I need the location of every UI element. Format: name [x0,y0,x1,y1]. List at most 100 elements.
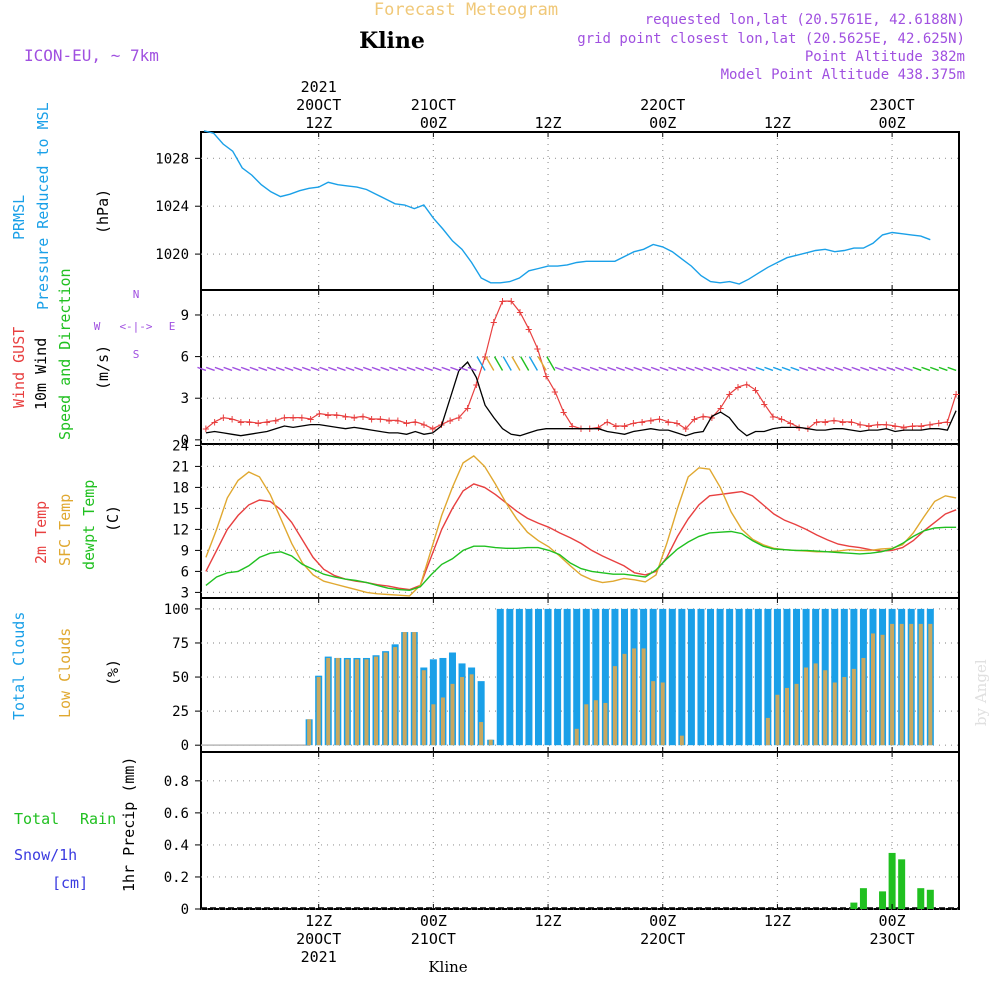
total-cloud-bar [793,608,801,746]
wind-gust-label: Wind GUST [10,327,28,408]
grid-point-coords: grid point closest lon,lat (20.5625E, 42… [577,31,965,47]
total-cloud-bar [668,608,676,746]
wind-direction-arrow [816,366,826,372]
temp-2m-label: 2m Temp [32,501,50,564]
low-cloud-bar [880,634,885,746]
time-label-top: 23OCT [870,96,915,114]
wind-direction-arrow [223,366,233,372]
wind-direction-arrow [851,366,861,372]
total-cloud-bar [515,608,523,746]
ytick-label-temp: 18 [172,480,189,496]
wind-direction-arrow [764,366,774,372]
model-altitude: Model Point Altitude 438.375m [721,67,965,83]
wind-10m-label: 10m Wind [32,338,50,410]
low-cloud-bar [899,623,904,746]
gust-point: + [761,397,768,411]
wind-direction-arrow [799,366,809,372]
low-cloud-bar [450,683,455,746]
wind-direction-arrow [502,356,512,371]
low-cloud-bar [823,670,828,746]
total-cloud-bar [544,608,552,746]
wind-direction-arrow [650,366,660,372]
gust-point: + [865,419,872,433]
wind-direction-arrow [720,366,730,372]
model-label: ICON-EU, ~ 7km [24,46,159,65]
ytick-label-clouds: 100 [164,602,189,618]
wind-direction-arrow [694,366,704,372]
gust-point: + [490,315,497,329]
footer-location: Kline [428,958,467,976]
low-cloud-bar [775,694,780,746]
temp-dewpt-line [205,526,957,592]
wind-direction-arrow [240,366,250,372]
wind-direction-arrow [834,366,843,372]
gust-point: + [298,411,305,425]
gust-point: + [734,380,741,394]
low-cloud-bar [612,666,617,746]
gust-point: + [638,415,645,429]
gust-point: + [412,415,419,429]
time-label-bottom: 2021 [301,948,337,966]
ytick-label-temp: 15 [172,501,189,517]
wind-direction-arrow [842,366,852,372]
low-cloud-bar [402,632,407,746]
low-cloud-bar [593,700,598,746]
wind-direction-arrow [807,366,817,372]
total-cloud-bar [754,608,762,746]
total-cloud-bar [592,608,600,746]
wind-direction-arrow [929,366,939,372]
gust-point: + [857,418,864,432]
low-cloud-bar [574,728,579,746]
wind-direction-arrow [485,356,495,371]
gust-point: + [839,415,846,429]
wind-direction-arrow [354,366,364,372]
wind-direction-arrow [781,366,791,372]
wind-direction-arrow [642,366,652,372]
total-cloud-bar [534,608,542,746]
wind-direction-arrow [336,366,346,372]
gust-point: + [211,415,218,429]
precip-bar [898,859,906,909]
time-label-top: 2021 [301,78,337,96]
low-cloud-bar [584,704,589,746]
ytick-label-precip: 0.8 [164,774,189,790]
time-label-bottom: 23OCT [870,930,915,948]
requested-coords: requested lon,lat (20.5761E, 42.6188N) [645,12,965,28]
total-cloud-bar [678,608,686,746]
gust-point: + [569,419,576,433]
ytick-label-clouds: 0 [181,738,189,754]
wind-unit: (m/s) [94,345,112,390]
time-label-top: 20OCT [296,96,341,114]
precip-bar [850,902,858,909]
temp-layer [205,455,957,597]
time-label-bottom: 12Z [764,912,791,930]
total-cloud-bar [601,608,609,746]
gust-point: + [769,409,776,423]
total-cloud-bar [716,608,724,746]
gust-point: + [316,406,323,420]
low-cloud-bar [861,657,866,746]
low-cloud-bar [354,659,359,746]
total-clouds-label: Total Clouds [10,612,28,720]
wind-direction-arrow [511,356,521,371]
total-cloud-bar [773,608,781,746]
wind-direction-arrow [790,366,800,372]
gust-point: + [935,416,942,430]
wind-direction-arrow [441,366,451,372]
gust-point: + [516,305,523,319]
gust-point: + [255,416,262,430]
gust-point: + [743,377,750,391]
low-cloud-bar [364,659,369,746]
ytick-label-temp: 3 [181,585,189,601]
precip-axis-label: 1hr Precip (mm) [120,757,138,892]
temp-sfc-line [205,455,957,597]
low-cloud-bar [603,702,608,746]
time-label-top: 12Z [305,114,332,132]
time-label-bottom: 00Z [420,912,447,930]
wind-direction-arrow [537,356,547,371]
total-cloud-bar [554,608,562,746]
wind-direction-arrow [886,366,896,372]
low-cloud-bar [622,653,627,746]
gust-point: + [394,413,401,427]
